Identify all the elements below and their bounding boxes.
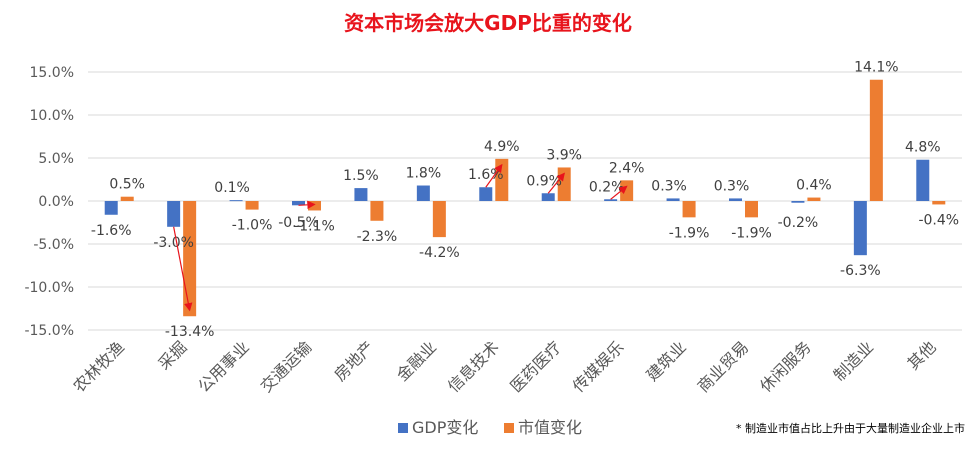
- bar-gdp: [167, 201, 181, 227]
- y-tick-label: -10.0%: [24, 280, 74, 296]
- change-arrow: [610, 185, 628, 200]
- change-arrow: [485, 163, 503, 188]
- legend-label: GDP变化: [412, 418, 478, 437]
- x-tick-label: 休闲服务: [756, 337, 815, 396]
- data-label: 0.2%: [589, 179, 625, 195]
- x-tick-label: 采掘: [154, 337, 190, 373]
- legend-swatch: [504, 423, 514, 433]
- bar-market: [807, 197, 821, 201]
- gridlines: [88, 71, 962, 331]
- bar-market: [869, 79, 883, 201]
- bar-gdp: [541, 193, 555, 201]
- change-arrow: [173, 226, 193, 312]
- bar-market: [245, 201, 259, 210]
- bar-gdp: [479, 187, 493, 201]
- data-labels: -1.6%-3.0%0.1%-0.5%1.5% 1.8% 1.6% 0.9% 0.2% 0…: [91, 60, 959, 340]
- data-label: 1.8%: [406, 166, 442, 182]
- bar-market: [370, 201, 384, 221]
- x-tick-label: 农林牧渔: [69, 337, 128, 396]
- bar-gdp: [666, 198, 680, 201]
- y-tick-label: 0.0%: [38, 194, 74, 210]
- legend-swatch: [398, 423, 408, 433]
- legend: GDP变化 市值变化: [398, 418, 582, 437]
- data-label: -0.2%: [778, 215, 819, 231]
- data-label: 14.1%: [854, 60, 898, 76]
- data-label: 4.8%: [905, 140, 941, 156]
- data-label: -6.3%: [840, 263, 881, 279]
- data-label: -0.5%: [278, 215, 319, 231]
- bar-gdp: [354, 188, 368, 201]
- bar-market: [432, 201, 446, 238]
- x-tick-label: 信息技术: [444, 337, 503, 396]
- bar-market: [308, 201, 321, 211]
- data-label: -1.9%: [669, 225, 710, 241]
- data-label: 0.3%: [714, 178, 750, 194]
- data-label: -4.2%: [419, 245, 460, 261]
- chart-annotation: * 制造业市值占比上升由于大量制造业企业上市: [736, 421, 965, 435]
- bar-market: [120, 196, 134, 201]
- y-tick-label: 15.0%: [30, 65, 74, 81]
- x-tick-label: 商业贸易: [694, 337, 753, 396]
- bar-gdp: [604, 199, 618, 201]
- data-label: 0.5%: [109, 177, 145, 193]
- arrows: [173, 163, 628, 312]
- y-tick-label: 5.0%: [38, 151, 74, 167]
- bar-gdp: [229, 200, 243, 202]
- chart-title: 资本市场会放大GDP比重的变化: [344, 11, 632, 35]
- bars: [104, 79, 946, 317]
- x-tick-label: 交通运输: [257, 337, 316, 396]
- y-axis: 15.0% 10.0% 5.0% 0.0% -5.0% -10.0% -15.0%: [24, 65, 74, 339]
- change-arrow: [547, 172, 565, 194]
- x-tick-label: 其他: [904, 337, 940, 373]
- x-tick-label: 公用事业: [194, 337, 253, 396]
- x-axis: 农林牧渔 采掘 公用事业 交通运输 房地产 金融业 信息技术 医药医疗 传媒娱乐 建筑业 商业贸易休…: [69, 337, 939, 396]
- data-label: 0.4%: [796, 178, 832, 194]
- bar-market: [682, 201, 696, 218]
- data-label: -1.0%: [232, 218, 273, 234]
- data-label: -2.3%: [357, 229, 398, 245]
- data-label: -0.4%: [918, 212, 959, 228]
- y-tick-label: -5.0%: [33, 237, 74, 253]
- bar-gdp: [916, 159, 930, 201]
- legend-label: 市值变化: [518, 418, 582, 437]
- bar-gdp: [292, 201, 305, 206]
- data-label: -3.0%: [153, 235, 194, 251]
- data-label: -1.9%: [731, 225, 772, 241]
- x-tick-label: 房地产: [330, 337, 377, 384]
- data-label: 2.4%: [609, 160, 645, 176]
- data-label: -1.1%: [294, 218, 335, 234]
- bar-market: [183, 201, 197, 317]
- bar-gdp: [729, 198, 742, 201]
- bar-gdp: [791, 201, 805, 203]
- bar-market: [932, 201, 946, 205]
- data-label: -13.4%: [165, 324, 215, 340]
- x-tick-label: 金融业: [393, 337, 440, 384]
- data-label: 0.3%: [651, 178, 687, 194]
- bar-market: [745, 201, 758, 218]
- change-arrow: [298, 200, 316, 210]
- bar-gdp: [853, 201, 867, 256]
- x-tick-label: 医药医疗: [506, 337, 565, 396]
- x-tick-label: 建筑业: [643, 337, 690, 384]
- x-tick-label: 制造业: [830, 337, 877, 384]
- bar-gdp: [416, 185, 430, 201]
- y-tick-label: 10.0%: [30, 108, 74, 124]
- data-label: 0.9%: [526, 173, 562, 189]
- y-tick-label: -15.0%: [24, 323, 74, 339]
- data-label: -1.6%: [91, 223, 132, 239]
- x-tick-label: 传媒娱乐: [569, 337, 628, 396]
- data-label: 3.9%: [546, 147, 582, 163]
- data-label: 0.1%: [214, 180, 250, 196]
- data-label: 1.5%: [343, 168, 379, 184]
- data-label: 4.9%: [484, 139, 520, 155]
- bar-gdp: [104, 201, 118, 215]
